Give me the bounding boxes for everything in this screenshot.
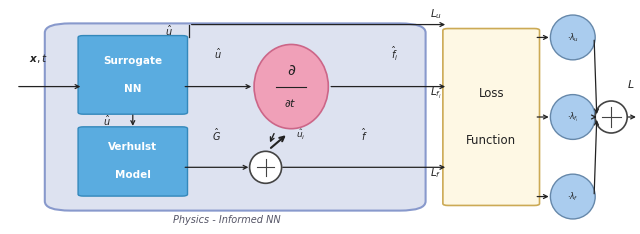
Text: $\hat{u}_i$: $\hat{u}_i$ bbox=[296, 128, 305, 143]
Ellipse shape bbox=[550, 174, 595, 219]
Text: $\cdot\lambda_f$: $\cdot\lambda_f$ bbox=[567, 190, 579, 203]
Text: $\hat{u}$: $\hat{u}$ bbox=[102, 113, 110, 128]
Text: $L_{f_i}$: $L_{f_i}$ bbox=[430, 86, 442, 101]
FancyBboxPatch shape bbox=[45, 23, 426, 211]
Ellipse shape bbox=[550, 15, 595, 60]
Text: $\partial$: $\partial$ bbox=[287, 63, 296, 78]
Text: $\partial t$: $\partial t$ bbox=[284, 97, 296, 109]
FancyBboxPatch shape bbox=[78, 36, 188, 114]
Text: Verhulst: Verhulst bbox=[108, 143, 157, 152]
Text: Function: Function bbox=[466, 134, 516, 147]
Text: $\hat{f}_i$: $\hat{f}_i$ bbox=[391, 45, 398, 63]
Text: Physics - Informed NN: Physics - Informed NN bbox=[173, 215, 281, 225]
Text: $\hat{u}$: $\hat{u}$ bbox=[214, 47, 222, 61]
Ellipse shape bbox=[550, 95, 595, 139]
FancyBboxPatch shape bbox=[78, 127, 188, 196]
Text: $\boldsymbol{x},t$: $\boldsymbol{x},t$ bbox=[29, 52, 48, 65]
Text: $\hat{G}$: $\hat{G}$ bbox=[212, 126, 221, 143]
Text: $L$: $L$ bbox=[627, 78, 634, 90]
Text: Loss: Loss bbox=[478, 87, 504, 100]
Text: $\cdot\lambda_{f_i}$: $\cdot\lambda_{f_i}$ bbox=[567, 110, 579, 124]
Text: $L_f$: $L_f$ bbox=[430, 166, 442, 180]
Ellipse shape bbox=[254, 44, 328, 129]
Ellipse shape bbox=[250, 151, 282, 183]
Text: Surrogate: Surrogate bbox=[103, 56, 163, 66]
Ellipse shape bbox=[595, 101, 627, 133]
Text: $L_u$: $L_u$ bbox=[429, 7, 442, 21]
Text: Model: Model bbox=[115, 171, 151, 180]
Text: NN: NN bbox=[124, 84, 141, 94]
Text: $\hat{u}$: $\hat{u}$ bbox=[165, 24, 173, 38]
Text: $\cdot\lambda_u$: $\cdot\lambda_u$ bbox=[567, 31, 579, 44]
FancyBboxPatch shape bbox=[443, 29, 540, 205]
Text: $\hat{f}$: $\hat{f}$ bbox=[361, 126, 367, 143]
